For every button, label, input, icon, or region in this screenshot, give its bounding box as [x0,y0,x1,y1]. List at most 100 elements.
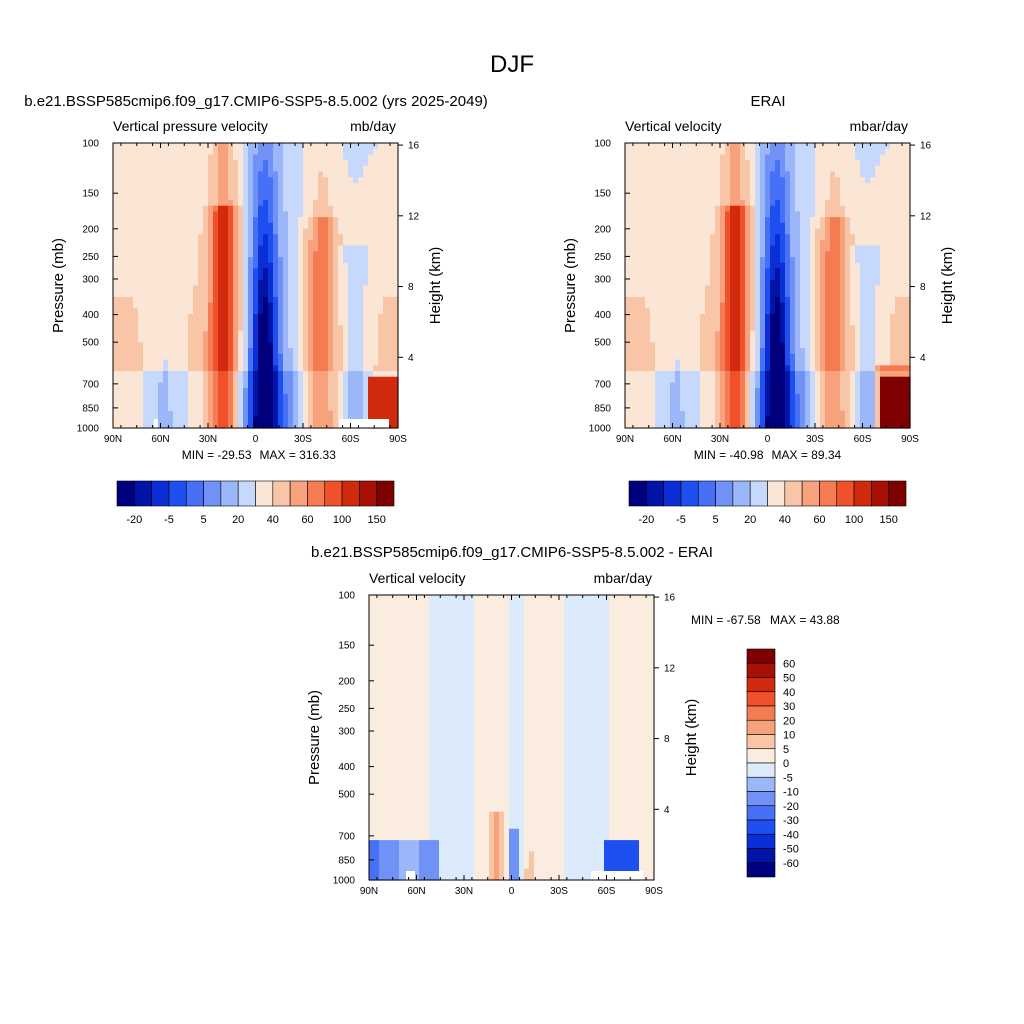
heatmap-cell [625,388,631,395]
heatmap-cell [750,211,756,218]
heatmap-cell [123,291,129,298]
heatmap-cell [690,251,696,258]
heatmap-cell [168,348,174,355]
heatmap-cell [343,251,349,258]
heatmap-cell [313,148,319,155]
heatmap-cell [288,382,294,389]
heatmap-cell [248,365,254,372]
heatmap-cell [820,416,826,423]
heatmap-cell [715,388,721,395]
heatmap-cell [710,325,716,332]
heatmap-cell [740,382,746,389]
heatmap-cell [775,205,781,212]
heatmap-cell [725,143,731,150]
heatmap-cell [760,194,766,201]
heatmap-cell [198,353,204,361]
heatmap-cell [820,143,826,150]
heatmap-cell [303,388,309,395]
heatmap-cell [248,376,254,383]
heatmap-cell [825,182,831,190]
heatmap-cell [323,245,329,252]
heatmap-cell [785,331,791,338]
heatmap-cell [660,336,666,344]
heatmap-cell [343,342,349,349]
heatmap-cell [338,234,344,241]
heatmap-cell [765,222,771,230]
heatmap-cell [188,148,194,155]
heatmap-cell [650,148,656,155]
heatmap-cell [760,336,766,344]
heatmap-cell [800,182,806,190]
heatmap-cell [765,399,771,406]
heatmap-cell [705,262,711,269]
heatmap-cell [223,268,229,275]
heatmap-cell [720,410,726,418]
heatmap-cell [720,342,726,349]
heatmap-cell [198,160,204,167]
heatmap-cell [680,416,686,423]
heatmap-cell [118,188,124,195]
heatmap-cell [213,268,219,275]
heatmap-cell [193,348,199,355]
heatmap-cell [198,314,204,321]
heatmap-cell [730,393,736,401]
heatmap-cell [123,154,129,161]
heatmap-cell [815,188,821,195]
heatmap-cell [745,182,751,190]
heatmap-cell [795,331,801,338]
heatmap-cell [730,177,736,184]
heatmap-cell [348,177,354,184]
heatmap-cell [378,268,384,275]
heatmap-cell [338,279,344,287]
heatmap-cell [283,393,289,401]
heatmap-cell [318,353,324,361]
heatmap-cell [645,376,651,383]
heatmap-cell [640,376,646,383]
heatmap-cell [218,336,224,344]
y-tick-label: 150 [82,189,99,200]
heatmap-cell [770,302,776,309]
heatmap-cell [815,200,821,207]
heatmap-cell [193,228,199,235]
heatmap-cell [148,319,154,326]
heatmap-cell [388,314,394,321]
heatmap-cell [243,302,249,309]
heatmap-cell [780,143,786,150]
heatmap-cell [248,211,254,218]
heatmap-cell [685,314,691,321]
heatmap-cell [323,422,329,429]
heatmap-cell [193,239,199,247]
heatmap-cell [745,416,751,423]
heatmap-cell [283,399,289,406]
heatmap-cell [308,302,314,309]
heatmap-cell [293,234,299,241]
heatmap-cell [348,325,354,332]
heatmap-cell [128,177,134,184]
heatmap-cell [810,251,816,258]
heatmap-cell [790,160,796,167]
heatmap-cell [373,274,379,281]
heatmap-cell [368,257,374,264]
heatmap-cell [328,228,334,235]
heatmap-cell [700,308,706,315]
heatmap-cell [118,371,124,378]
heatmap-cell [750,410,756,418]
heatmap-cell [383,405,389,412]
heatmap-cell [670,336,676,344]
heatmap-cell [113,382,119,389]
heatmap-cell [278,382,284,389]
heatmap-cell [223,211,229,218]
heatmap-cell [810,274,816,281]
heatmap-cell [123,165,129,173]
heatmap-cell [333,148,339,155]
heatmap-cell [790,302,796,309]
heatmap-cell [228,410,234,418]
heatmap-cell [318,148,324,155]
heatmap-cell [805,222,811,230]
heatmap-cell [670,342,676,349]
heatmap-cell [133,217,139,224]
heatmap-cell [710,348,716,355]
heatmap-cell [308,188,314,195]
heatmap-cell [333,251,339,258]
heatmap-cell [118,165,124,173]
